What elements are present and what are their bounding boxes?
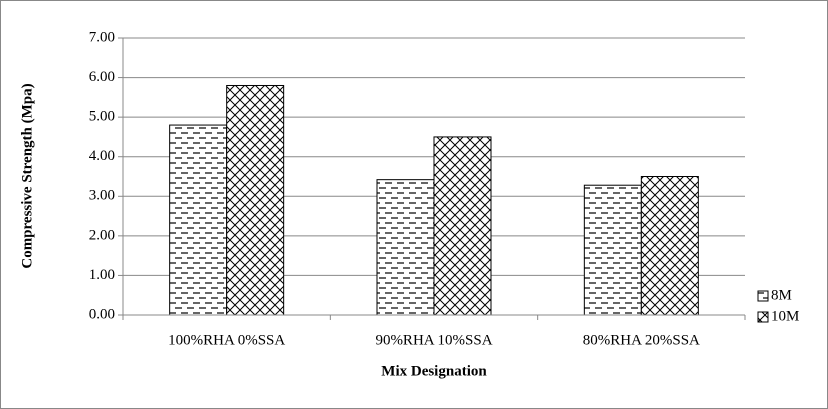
bar (376, 179, 435, 316)
y-axis-title: Compressive Strength (Mpa) (19, 83, 35, 268)
x-tick-label: 90%RHA 10%SSA (375, 332, 492, 348)
y-tick-label: 3.00 (89, 188, 115, 204)
legend-swatch (757, 311, 769, 323)
y-tick-label: 5.00 (89, 109, 115, 125)
bar (169, 124, 228, 316)
x-tick-label: 80%RHA 20%SSA (583, 332, 700, 348)
x-axis-title: Mix Designation (381, 363, 487, 379)
y-tick-label: 0.00 (89, 306, 115, 322)
y-tick-label: 4.00 (89, 148, 115, 164)
legend-label: 8M (771, 287, 792, 303)
legend-swatch (757, 290, 769, 302)
x-tick-label: 100%RHA 0%SSA (168, 332, 285, 348)
bar (583, 184, 642, 316)
bar (640, 176, 699, 316)
y-tick-label: 1.00 (89, 267, 115, 283)
y-tick-label: 6.00 (89, 69, 115, 85)
bar (433, 136, 492, 316)
y-tick-label: 2.00 (89, 227, 115, 243)
legend-label: 10M (771, 308, 799, 324)
y-tick-label: 7.00 (89, 29, 115, 45)
bar (226, 84, 285, 316)
